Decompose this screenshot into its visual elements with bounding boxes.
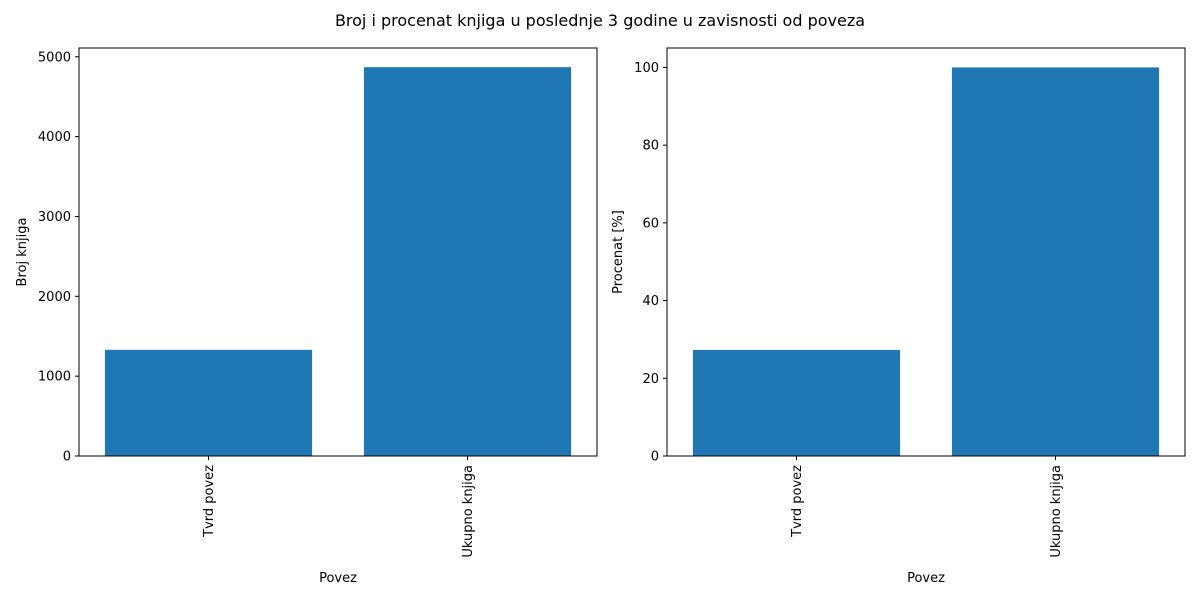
left-bar-chart-count: 0 1000 2000 3000 4000 5000 Tvrd povez Ukupno kn… [15,47,598,586]
figure-title: Broj i procenat knjiga u poslednje 3 god… [335,11,865,30]
axes-frame [666,47,1186,457]
y-axis-label: Procenat [%] [611,210,626,294]
y-tick-label: 0 [651,450,659,465]
y-tick-label: 2000 [38,290,71,305]
y-tick-label: 100 [634,61,659,76]
bar-ukupno-knjiga [363,67,572,457]
x-tick-label: Tvrd povez [202,465,217,538]
y-tick-label: 4000 [38,130,71,145]
right-bar-chart-percent: 0 20 40 60 80 100 Tvrd povez Ukupno knjiga Povez… [611,47,1186,586]
x-axis-label: Povez [319,571,357,586]
y-tick-label: 5000 [38,50,71,65]
bar-tvrd-povez [104,349,313,456]
bar-tvrd-povez [692,349,901,456]
y-tick-label: 3000 [38,210,71,225]
y-tick-label: 1000 [38,370,71,385]
bar-ukupno-knjiga [951,67,1160,456]
axes-frame [78,47,598,457]
y-tick-label: 20 [642,372,659,387]
y-tick-label: 40 [642,294,659,309]
y-tick-label: 80 [642,139,659,154]
x-axis-label: Povez [907,571,945,586]
y-tick-label: 0 [63,450,71,465]
x-tick-label: Ukupno knjiga [461,465,476,558]
y-axis-label: Broj knjiga [15,218,30,287]
y-tick-label: 60 [642,216,659,231]
x-tick-label: Ukupno knjiga [1049,465,1064,558]
x-tick-label: Tvrd povez [790,465,805,538]
